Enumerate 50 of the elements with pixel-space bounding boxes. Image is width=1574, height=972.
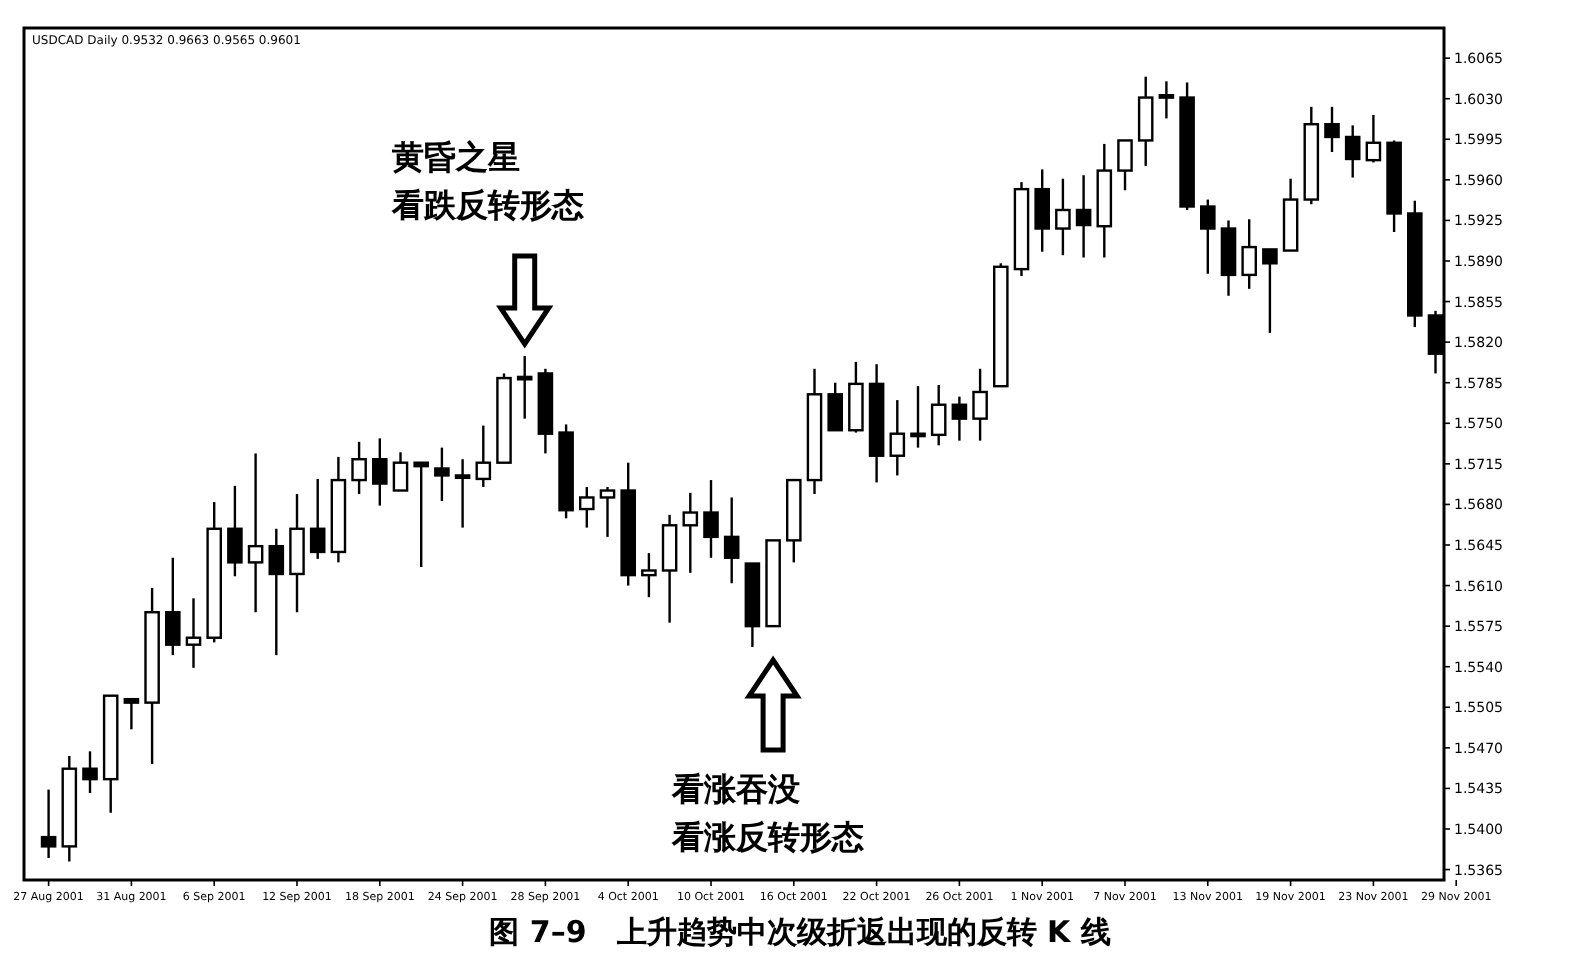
candlestick: [889, 398, 906, 477]
candlestick: [661, 513, 678, 624]
candlestick: [1324, 105, 1340, 154]
candlestick: [434, 446, 450, 503]
candlestick: [185, 597, 202, 670]
candlestick: [1034, 168, 1050, 253]
candlestick: [930, 383, 947, 447]
candlestick: [910, 384, 926, 449]
candlestick: [268, 527, 285, 657]
candlestick: [579, 485, 595, 529]
candlestick: [1220, 219, 1237, 297]
candlestick: [1241, 218, 1257, 291]
candlestick: [1344, 124, 1361, 179]
text: 图 7–9 上升趋势中次级折返出现的反转 K 线: [489, 914, 1111, 950]
candlestick: [1262, 248, 1278, 335]
candlestick: [1117, 139, 1133, 192]
candlestick: [247, 452, 264, 614]
candlestick: [413, 461, 429, 569]
candlestick: [1158, 80, 1175, 120]
candlestick: [972, 367, 988, 442]
candlestick: [454, 458, 471, 529]
candlestick: [599, 485, 616, 539]
candlestick: [641, 551, 657, 599]
annotation: 看涨吞没: [670, 770, 802, 808]
candlestick: [1055, 177, 1071, 257]
candlestick: [475, 424, 492, 489]
candlestick: [165, 556, 181, 657]
candlestick: [392, 451, 409, 492]
annotation: 黄昏之星: [390, 138, 520, 176]
candlestick: [309, 477, 326, 561]
candlestick: [723, 496, 740, 585]
candlestick: [951, 395, 968, 442]
candlestick: [827, 381, 843, 432]
candlestick: [227, 484, 243, 578]
candlestick: [848, 360, 864, 434]
candlestick: [289, 492, 305, 614]
annotation: 看涨反转形态: [670, 818, 864, 856]
candlestick: [351, 440, 367, 496]
candlestick: [682, 491, 699, 575]
candlestick: [703, 478, 719, 559]
candlestick: [1137, 75, 1154, 168]
candlestick: [372, 437, 388, 507]
candlestick: [1200, 198, 1216, 275]
annotation: 看跌反转形态: [390, 186, 584, 224]
candlestick: [1365, 113, 1382, 164]
candlestick: [82, 750, 98, 795]
candlestick: [123, 697, 140, 731]
candlestick: [1075, 174, 1092, 259]
candlestick: [40, 788, 57, 860]
candlestick: [516, 354, 533, 420]
